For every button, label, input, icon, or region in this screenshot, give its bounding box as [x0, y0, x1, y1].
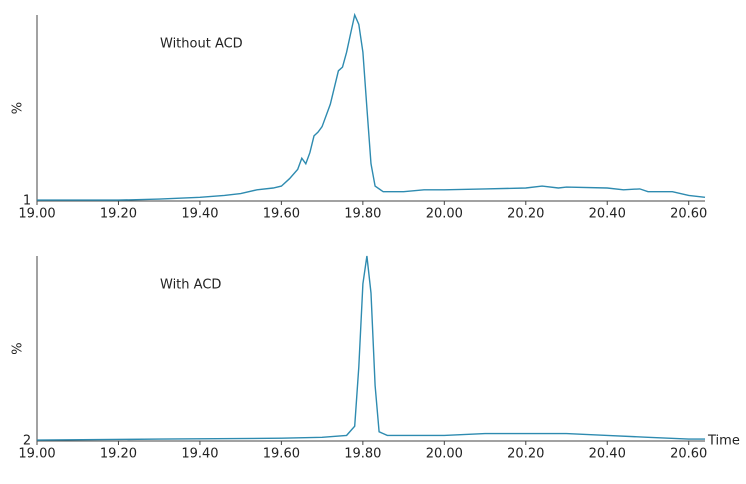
x-tick-label: 20.40: [589, 447, 626, 462]
x-tick-label: 19.60: [263, 207, 300, 222]
y-axis-label: %: [11, 102, 26, 114]
x-tick-label: 19.20: [100, 207, 137, 222]
x-tick-label: 19.40: [181, 207, 218, 222]
trace-label: 2: [23, 434, 31, 449]
x-tick-label: 20.60: [670, 207, 707, 222]
x-tick-label: 19.80: [344, 447, 381, 462]
x-tick-label: 20.60: [670, 447, 707, 462]
x-tick-label: 20.00: [426, 207, 463, 222]
x-tick-label: 19.80: [344, 207, 381, 222]
x-tick-label: 20.00: [426, 447, 463, 462]
x-tick-label: 19.60: [263, 447, 300, 462]
x-tick-label: 20.20: [507, 447, 544, 462]
annotation: Without ACD: [160, 37, 243, 52]
x-tick-label: 19.20: [100, 447, 137, 462]
x-tick-label: 19.40: [181, 447, 218, 462]
x-tick-label: 19.00: [18, 207, 55, 222]
x-tick-label: 20.20: [507, 207, 544, 222]
x-tick-label: 19.00: [18, 447, 55, 462]
trace-line: [37, 12, 706, 201]
y-axis-label: %: [11, 342, 26, 354]
trace-line: [36, 255, 705, 441]
x-tick-label: 20.40: [589, 207, 626, 222]
x-axis-label: Time: [707, 434, 740, 449]
annotation: With ACD: [160, 278, 221, 293]
trace-label: 1: [23, 194, 31, 209]
